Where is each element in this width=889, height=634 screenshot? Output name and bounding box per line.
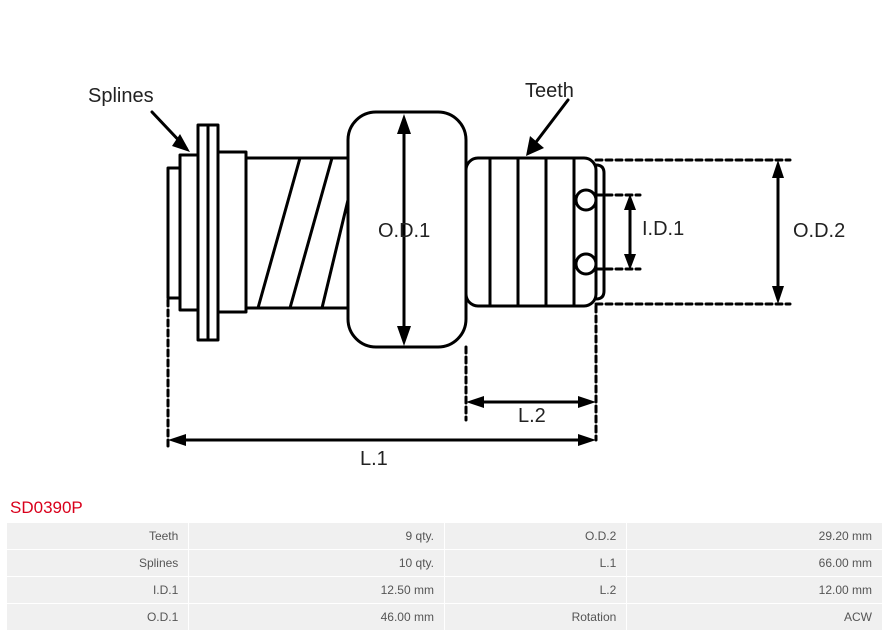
part-code: SD0390P: [10, 498, 83, 518]
spec-table-body: Teeth 9 qty. O.D.2 29.20 mm Splines 10 q…: [7, 523, 882, 630]
spec-label: I.D.1: [7, 577, 188, 603]
table-row: Splines 10 qty. L.1 66.00 mm: [7, 550, 882, 576]
spec-label: O.D.2: [445, 523, 626, 549]
spec-label: L.2: [445, 577, 626, 603]
label-od1: O.D.1: [378, 220, 430, 243]
diagram-area: Splines Teeth O.D.1 I.D.1 O.D.2 L.2 L.1: [0, 0, 889, 490]
table-row: Teeth 9 qty. O.D.2 29.20 mm: [7, 523, 882, 549]
spec-value: 46.00 mm: [189, 604, 444, 630]
table-row: O.D.1 46.00 mm Rotation ACW: [7, 604, 882, 630]
label-l1: L.1: [360, 448, 388, 471]
label-teeth: Teeth: [525, 80, 574, 103]
label-l2: L.2: [518, 405, 546, 428]
spec-value: 29.20 mm: [627, 523, 882, 549]
spec-value: 10 qty.: [189, 550, 444, 576]
label-od2: O.D.2: [793, 220, 845, 243]
spec-label: O.D.1: [7, 604, 188, 630]
table-row: I.D.1 12.50 mm L.2 12.00 mm: [7, 577, 882, 603]
spec-table: Teeth 9 qty. O.D.2 29.20 mm Splines 10 q…: [6, 522, 883, 631]
label-splines: Splines: [88, 85, 154, 108]
spec-value: 66.00 mm: [627, 550, 882, 576]
spec-label: Rotation: [445, 604, 626, 630]
spec-value: 12.00 mm: [627, 577, 882, 603]
mechanical-diagram-svg: [0, 0, 889, 490]
spec-value: 12.50 mm: [189, 577, 444, 603]
spec-label: L.1: [445, 550, 626, 576]
spec-label: Teeth: [7, 523, 188, 549]
spec-value: 9 qty.: [189, 523, 444, 549]
spec-label: Splines: [7, 550, 188, 576]
spec-value: ACW: [627, 604, 882, 630]
label-id1: I.D.1: [642, 218, 684, 241]
